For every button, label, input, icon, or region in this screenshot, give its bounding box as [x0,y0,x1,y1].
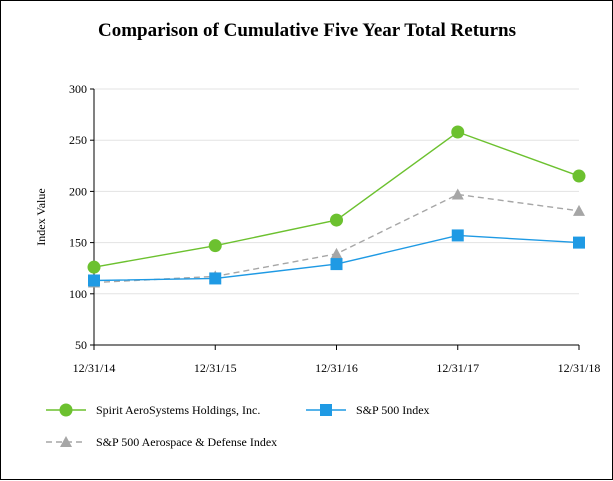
series-line [93,131,580,268]
series-1 [87,125,586,274]
legend-label: S&P 500 Index [356,403,430,417]
x-tick-label: 12/31/14 [73,361,116,375]
y-tick-label: 150 [69,236,87,250]
legend-marker [59,403,73,417]
legend: Spirit AeroSystems Holdings, Inc. S&P 500… [46,403,430,449]
data-point [87,260,101,274]
series-2 [88,229,585,287]
data-point [88,274,100,287]
data-point [451,229,464,242]
data-point [330,247,343,259]
data-point [451,125,465,139]
gridlines [94,88,579,295]
data-point [572,169,586,183]
legend-item: Spirit AeroSystems Holdings, Inc. [46,403,260,417]
x-tick-label: 12/31/18 [558,361,601,375]
y-tick-label: 50 [75,338,87,352]
data-point [208,239,222,253]
y-tick-labels: 50 100 150 200 250 300 [69,82,87,352]
data-point [573,236,585,249]
x-tick-label: 12/31/17 [436,361,479,375]
y-tick-label: 100 [69,287,87,301]
y-tick-label: 300 [69,82,87,96]
x-tick-label: 12/31/15 [194,361,237,375]
legend-item: S&P 500 Index [306,403,430,417]
chart-title: Comparison of Cumulative Five Year Total… [98,20,516,41]
data-point [573,204,585,216]
legend-marker [60,436,72,447]
data-point [209,272,222,285]
y-tick-label: 200 [69,184,87,198]
x-tick-labels: 12/31/14 12/31/15 12/31/16 12/31/17 12/31/18 [73,361,601,375]
data-point [451,188,464,200]
legend-label: S&P 500 Aerospace & Defense Index [96,435,277,449]
data-point [330,258,343,271]
x-tick-label: 12/31/16 [315,361,358,375]
y-tick-label: 250 [69,133,87,147]
legend-label: Spirit AeroSystems Holdings, Inc. [96,403,260,417]
data-point [330,213,343,227]
series-group [87,125,586,288]
legend-marker [320,404,332,416]
axes [90,88,580,350]
legend-item: S&P 500 Aerospace & Defense Index [46,435,277,449]
y-axis-label: Index Value [34,188,48,245]
